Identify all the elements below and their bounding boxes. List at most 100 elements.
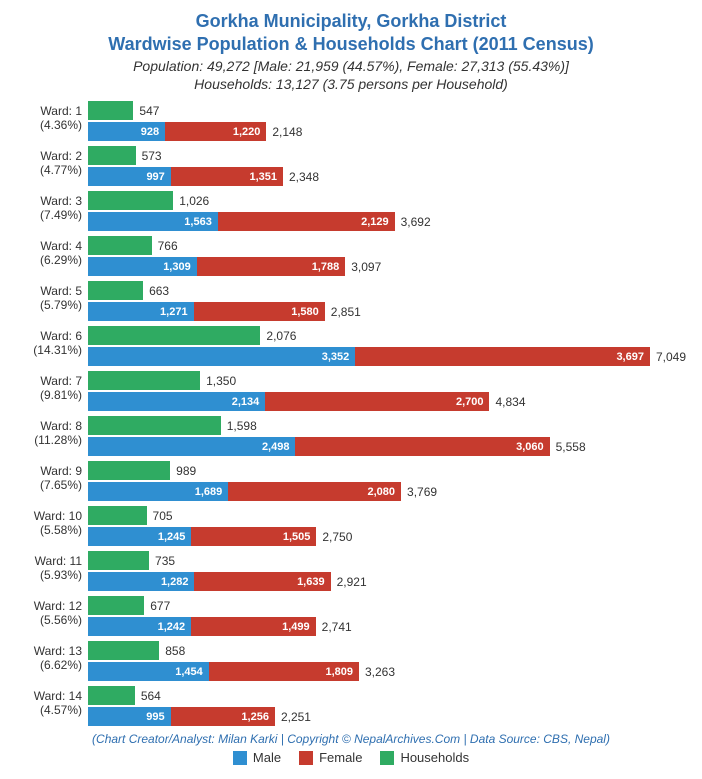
total-label: 2,251 <box>281 710 311 724</box>
ward-label: Ward: 6(14.31%) <box>16 326 88 358</box>
ward-pct: (6.62%) <box>16 659 82 673</box>
male-bar: 1,309 <box>88 257 197 276</box>
male-bar: 1,282 <box>88 572 194 591</box>
households-bar <box>88 191 173 210</box>
male-bar: 2,134 <box>88 392 265 411</box>
chart-subtitle: Population: 49,272 [Male: 21,959 (44.57%… <box>16 57 686 93</box>
households-bar <box>88 326 260 345</box>
female-bar: 3,697 <box>355 347 650 366</box>
ward-label: Ward: 10(5.58%) <box>16 506 88 538</box>
male-bar: 1,245 <box>88 527 191 546</box>
ward-label: Ward: 8(11.28%) <box>16 416 88 448</box>
households-bar <box>88 281 143 300</box>
footer-note: (Chart Creator/Analyst: Milan Karki | Co… <box>16 732 686 746</box>
total-label: 2,148 <box>272 125 302 139</box>
legend-label-female: Female <box>319 750 362 765</box>
households-label: 705 <box>153 509 173 523</box>
female-bar: 1,256 <box>171 707 275 726</box>
ward-row: Ward: 10(5.58%) 705 1,2451,505 2,750 <box>16 506 686 548</box>
male-bar: 1,271 <box>88 302 194 321</box>
total-label: 2,750 <box>322 530 352 544</box>
ward-name: Ward: 4 <box>40 239 82 253</box>
households-bar <box>88 686 135 705</box>
total-label: 2,741 <box>322 620 352 634</box>
households-bar <box>88 101 133 120</box>
households-label: 663 <box>149 284 169 298</box>
ward-pct: (7.49%) <box>16 209 82 223</box>
households-bar <box>88 416 221 435</box>
female-bar: 1,809 <box>209 662 359 681</box>
male-bar: 1,689 <box>88 482 228 501</box>
ward-row: Ward: 11(5.93%)7351,2821,6392,921 <box>16 551 686 593</box>
ward-pct: (9.81%) <box>16 389 82 403</box>
male-bar: 928 <box>88 122 165 141</box>
title-line-2: Wardwise Population & Households Chart (… <box>108 34 593 54</box>
wardwise-bar-chart: Ward: 1(4.36%)5479281,2202,148Ward: 2(4.… <box>16 101 686 728</box>
total-label: 5,558 <box>556 440 586 454</box>
chart-title: Gorkha Municipality, Gorkha District War… <box>16 10 686 55</box>
bars-area: 677 1,2421,499 2,741 <box>88 596 686 638</box>
ward-pct: (5.93%) <box>16 569 82 583</box>
ward-name: Ward: 14 <box>34 689 82 703</box>
legend: Male Female Households <box>16 750 686 765</box>
households-label: 766 <box>158 239 178 253</box>
ward-pct: (5.58%) <box>16 524 82 538</box>
ward-pct: (11.28%) <box>16 434 82 448</box>
households-bar <box>88 506 147 525</box>
ward-label: Ward: 13(6.62%) <box>16 641 88 673</box>
ward-name: Ward: 7 <box>40 374 82 388</box>
female-bar: 1,220 <box>165 122 266 141</box>
female-bar: 2,700 <box>265 392 489 411</box>
legend-swatch-female <box>299 751 313 765</box>
households-label: 1,598 <box>227 419 257 433</box>
ward-pct: (7.65%) <box>16 479 82 493</box>
total-label: 3,097 <box>351 260 381 274</box>
bars-area: 5649951,2562,251 <box>88 686 686 728</box>
bars-area: 1,350 2,1342,700 4,834 <box>88 371 686 413</box>
bars-area: 7661,3091,7883,097 <box>88 236 686 278</box>
female-bar: 1,505 <box>191 527 316 546</box>
ward-label: Ward: 14(4.57%) <box>16 686 88 718</box>
female-bar: 1,499 <box>191 617 316 636</box>
households-label: 677 <box>150 599 170 613</box>
ward-pct: (14.31%) <box>16 344 82 358</box>
households-bar <box>88 371 200 390</box>
households-label: 1,026 <box>179 194 209 208</box>
female-bar: 2,129 <box>218 212 395 231</box>
ward-name: Ward: 11 <box>35 554 82 568</box>
female-bar: 2,080 <box>228 482 401 501</box>
ward-pct: (6.29%) <box>16 254 82 268</box>
male-bar: 1,563 <box>88 212 218 231</box>
ward-row: Ward: 4(6.29%)7661,3091,7883,097 <box>16 236 686 278</box>
ward-label: Ward: 11(5.93%) <box>16 551 88 583</box>
ward-label: Ward: 2(4.77%) <box>16 146 88 178</box>
ward-name: Ward: 6 <box>40 329 82 343</box>
total-label: 4,834 <box>495 395 525 409</box>
ward-row: Ward: 8(11.28%)1,5982,4983,0605,558 <box>16 416 686 458</box>
ward-label: Ward: 9(7.65%) <box>16 461 88 493</box>
legend-label-male: Male <box>253 750 281 765</box>
households-bar <box>88 641 159 660</box>
male-bar: 1,242 <box>88 617 191 636</box>
total-label: 3,692 <box>401 215 431 229</box>
ward-row: Ward: 5(5.79%)6631,2711,5802,851 <box>16 281 686 323</box>
households-label: 1,350 <box>206 374 236 388</box>
legend-swatch-households <box>380 751 394 765</box>
legend-female: Female <box>299 750 362 765</box>
bars-area: 705 1,2451,505 2,750 <box>88 506 686 548</box>
bars-area: 9891,6892,0803,769 <box>88 461 686 503</box>
ward-row: Ward: 3(7.49%)1,0261,5632,1293,692 <box>16 191 686 233</box>
ward-label: Ward: 1(4.36%) <box>16 101 88 133</box>
households-label: 573 <box>142 149 162 163</box>
male-bar: 1,454 <box>88 662 209 681</box>
bars-area: 2,0763,3523,6977,049 <box>88 326 686 368</box>
ward-pct: (4.57%) <box>16 704 82 718</box>
subtitle-line-2: Households: 13,127 (3.75 persons per Hou… <box>194 76 508 92</box>
ward-row: Ward: 12(5.56%) 677 1,2421,499 2,741 <box>16 596 686 638</box>
female-bar: 1,351 <box>171 167 283 186</box>
ward-label: Ward: 12(5.56%) <box>16 596 88 628</box>
male-bar: 995 <box>88 707 171 726</box>
female-bar: 1,580 <box>194 302 325 321</box>
male-bar: 997 <box>88 167 171 186</box>
ward-pct: (5.56%) <box>16 614 82 628</box>
